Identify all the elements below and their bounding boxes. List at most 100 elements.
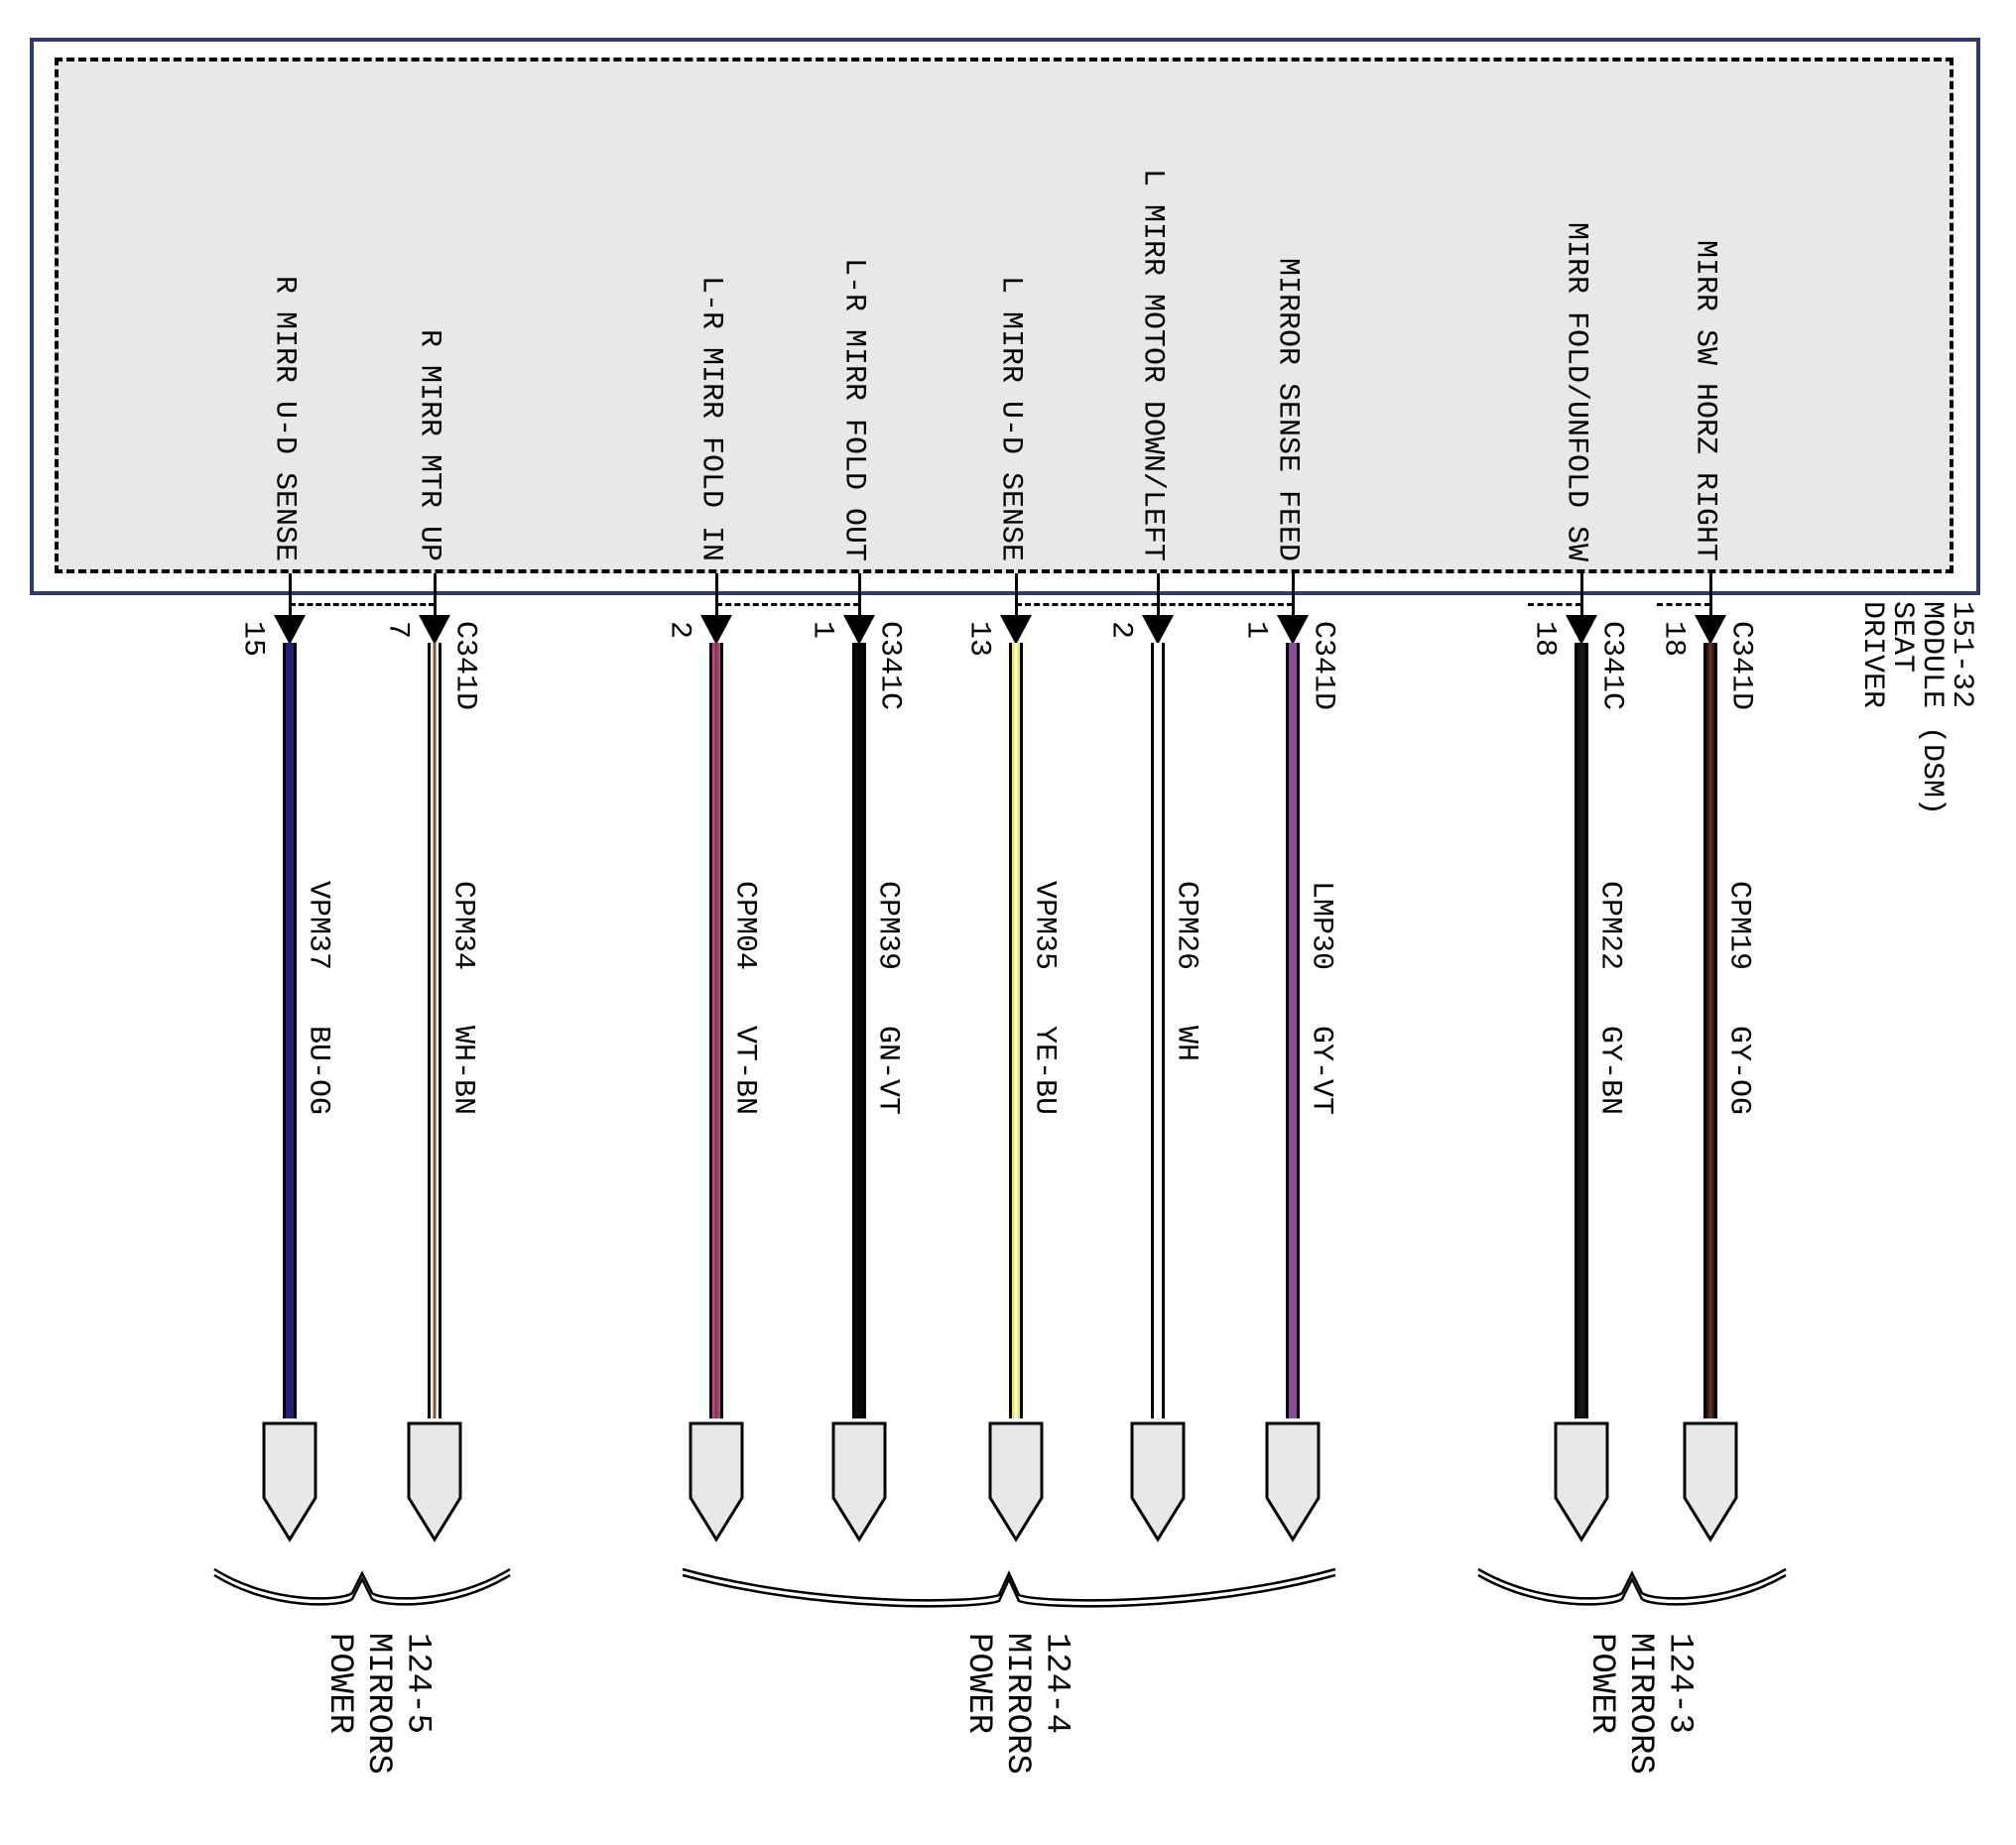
connector-symbol-icon xyxy=(1683,1421,1738,1542)
wire xyxy=(1151,643,1165,1418)
connector-symbol-icon xyxy=(689,1421,744,1542)
wire-color-code: GY-BN xyxy=(1592,1026,1627,1116)
arrow-down-icon xyxy=(1142,615,1174,645)
wire-code: CPM26 WH xyxy=(1169,881,1203,1062)
pin-number: 2 xyxy=(662,621,696,640)
wire-function-label: L-R MIRR FOLD IN xyxy=(693,275,728,561)
arrow-down-icon xyxy=(1566,615,1597,645)
connector-name: C341D xyxy=(1723,621,1758,711)
wire-code: CPM39 GN-VT xyxy=(870,881,905,1116)
connector-symbol-icon xyxy=(988,1421,1044,1542)
arrow-down-icon xyxy=(419,615,450,645)
connector-symbol-icon xyxy=(1130,1421,1186,1542)
wire-color-code: VT-BN xyxy=(727,1026,762,1116)
wire-color-code: GN-VT xyxy=(870,1026,905,1116)
circuit-code: LMP30 xyxy=(1304,881,1338,971)
arrow-down-icon xyxy=(1277,615,1309,645)
wire-code: VPM37 BU-OG xyxy=(301,881,335,1116)
connector-dashed-line xyxy=(1528,603,1581,606)
pin-number: 15 xyxy=(235,621,270,658)
connector-name: C341C xyxy=(872,621,907,711)
circuit-code: CPM22 xyxy=(1592,881,1627,971)
group-brace xyxy=(1477,1567,1787,1606)
connector-symbol-icon xyxy=(262,1421,317,1542)
wire-function-label: MIRR SW HORZ RIGHT xyxy=(1688,239,1722,561)
wire-stub xyxy=(434,573,437,617)
connector-dashed-line xyxy=(716,603,859,606)
circuit-code: CPM04 xyxy=(727,881,762,971)
pin-number: 2 xyxy=(1103,621,1138,640)
pin-number: 13 xyxy=(961,621,996,658)
connector-dashed-line xyxy=(1657,603,1710,606)
circuit-code: CPM19 xyxy=(1721,881,1756,971)
group-label-power-mirrors-124-3: POWER MIRRORS 124-3 xyxy=(1582,1633,1699,1775)
wire xyxy=(428,643,441,1418)
pin-number: 1 xyxy=(805,621,839,640)
arrow-down-icon xyxy=(274,615,306,645)
wire-color-code: WH xyxy=(1169,1026,1203,1062)
wire xyxy=(1009,643,1023,1418)
wire xyxy=(283,643,297,1418)
group-label-power-mirrors-124-5: POWER MIRRORS 124-5 xyxy=(320,1633,437,1775)
connector-name: C341D xyxy=(447,621,482,711)
wire-code: VPM35 YE-BU xyxy=(1027,881,1062,1116)
circuit-code: CPM26 xyxy=(1169,881,1203,971)
wire-color-code: GY-VT xyxy=(1304,1026,1338,1116)
wire-stub xyxy=(1292,573,1295,617)
wire-stub xyxy=(858,573,861,617)
group-label-power-mirrors-124-4: POWER MIRRORS 124-4 xyxy=(959,1633,1075,1775)
pin-number: 7 xyxy=(380,621,415,640)
driver-seat-module-box xyxy=(55,58,1953,573)
wire-stub xyxy=(1157,573,1160,617)
wire-color-code: YE-BU xyxy=(1027,1026,1062,1116)
wire xyxy=(1575,643,1588,1418)
wire xyxy=(1286,643,1300,1418)
wire-function-label: L MIRR U-D SENSE xyxy=(993,275,1028,561)
wire-color-code: WH-BN xyxy=(445,1026,480,1116)
pin-number: 18 xyxy=(1527,621,1562,658)
wire-stub xyxy=(289,573,292,617)
wire-function-label: MIRROR SENSE FEED xyxy=(1270,257,1305,561)
arrow-down-icon xyxy=(1695,615,1726,645)
connector-symbol-icon xyxy=(407,1421,462,1542)
connector-name: C341D xyxy=(1306,621,1340,711)
wire xyxy=(852,643,866,1418)
wire-color-code: GY-OG xyxy=(1721,1026,1756,1116)
wire-code: CPM22 GY-BN xyxy=(1592,881,1627,1116)
connector-symbol-icon xyxy=(1265,1421,1321,1542)
wire-code: LMP30 GY-VT xyxy=(1304,881,1338,1116)
group-brace xyxy=(213,1567,511,1606)
connector-name: C341C xyxy=(1594,621,1629,711)
wire xyxy=(1703,643,1717,1418)
pin-number: 1 xyxy=(1238,621,1273,640)
wire-code: CPM19 GY-OG xyxy=(1721,881,1756,1116)
circuit-code: CPM34 xyxy=(445,881,480,971)
arrow-down-icon xyxy=(1000,615,1032,645)
circuit-code: CPM39 xyxy=(870,881,905,971)
module-name-label: DRIVER SEAT MODULE (DSM) 151-32 xyxy=(1855,601,1978,816)
wire-function-label: MIRR FOLD/UNFOLD SW xyxy=(1559,221,1593,561)
circuit-code: VPM35 xyxy=(1027,881,1062,971)
wire-function-label: L MIRR MOTOR DOWN/LEFT xyxy=(1135,168,1170,561)
wire-code: CPM04 VT-BN xyxy=(727,881,762,1116)
wire-stub xyxy=(1709,573,1712,617)
arrow-down-icon xyxy=(700,615,732,645)
wire-stub xyxy=(1015,573,1018,617)
wire-stub xyxy=(715,573,718,617)
wire-function-label: R MIRR MTR UP xyxy=(412,328,446,561)
connector-symbol-icon xyxy=(831,1421,887,1542)
arrow-down-icon xyxy=(843,615,875,645)
wire xyxy=(709,643,723,1418)
connector-symbol-icon xyxy=(1554,1421,1609,1542)
connector-dashed-line xyxy=(290,603,435,606)
wire-color-code: BU-OG xyxy=(301,1026,335,1116)
